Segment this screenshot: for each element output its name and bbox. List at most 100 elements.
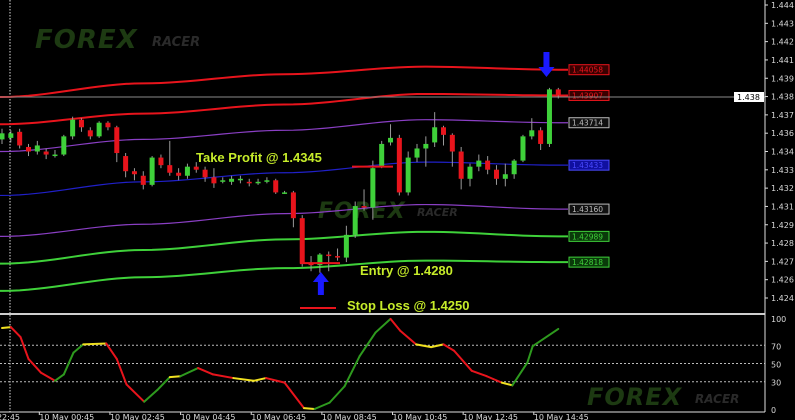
candle [299,215,305,267]
oscillator-segment [156,376,171,391]
candle [193,162,199,173]
candle-body [273,180,279,193]
candle [405,151,411,196]
time-tick-label: 10 May 00:45 [39,413,94,420]
oscillator-segment [1,326,12,330]
band-price-tag [568,89,610,101]
candle-body [140,175,146,185]
oscillator-segment [72,343,85,354]
candle [282,190,288,194]
oscillator-segment [328,385,346,404]
oscillator-segment [283,381,305,410]
oscillator-segment [358,331,377,358]
candle-body [396,137,402,193]
candle [17,128,23,149]
candle [8,130,14,143]
candle-body [78,119,84,128]
candle-body [255,181,261,184]
candle [61,134,67,157]
forexracer-logo: FOREX [587,383,683,411]
price-tick-label: 1.432 [771,184,794,193]
candle-body [343,234,349,258]
price-tick-label: 1.433 [771,166,794,175]
candle-body [87,130,93,137]
candle-body [264,180,270,182]
price-tick-label: 1.426 [771,276,794,285]
band-line-5 [0,230,568,265]
band-price-tag [568,117,610,129]
candle-body [114,127,120,154]
candle [555,87,561,99]
time-tick-label: 10 May 12:45 [463,413,518,420]
candle [255,178,261,185]
oscillator-segment [430,343,445,349]
candle [184,163,190,179]
band-line-3 [0,161,568,197]
candle-body [8,133,14,138]
price-tick-label: 1.438 [771,93,794,102]
candle-body [290,192,296,219]
oscillator-segment [82,342,108,346]
band-line-1 [0,92,568,126]
candle [396,134,402,196]
candle-body [441,127,446,135]
oscillator-segment [179,367,200,378]
entry-label: Entry @ 1.4280 [360,263,453,278]
band-line-6 [0,259,568,292]
oscillator-segment [485,375,503,384]
candle-body [149,157,155,185]
candle-body [229,178,235,182]
price-tick-label: 1.444 [771,1,794,10]
candle [441,125,446,146]
candle [43,148,49,160]
oscillator-segment [232,377,255,382]
candle [131,168,137,181]
candle [176,168,182,181]
candle-body [220,180,226,182]
price-tick-label: 1.441 [771,56,794,65]
candle-body [158,157,164,166]
oscillator-segment [125,383,146,403]
candle [220,177,226,184]
candle [202,166,208,182]
candle-body [308,263,314,266]
candle [0,128,5,144]
candle-body [546,89,552,144]
candle-body [167,165,173,173]
oscillator-segment [53,373,65,382]
band-price-tag [568,256,610,268]
candle [167,140,173,176]
time-tick-label: 10 May 02:45 [110,413,165,420]
price-tick-label: 1.434 [771,148,794,157]
candle [70,116,76,140]
candle-body [246,181,252,184]
candle [114,125,120,163]
sell-arrow-icon [538,52,555,77]
candle [352,201,358,238]
candle-body [414,148,420,158]
candle [158,154,164,169]
candle [343,225,349,263]
candle-body [105,122,111,128]
band-price-label: 1.43433 [572,161,603,170]
oscillator-segment [62,351,75,376]
candle-body [458,151,464,179]
candle [538,127,544,150]
candle-body [326,254,332,257]
time-tick-label: 10 May 06:45 [251,413,306,420]
forexracer-logo: FOREX [35,25,139,55]
oscillator-segment [168,375,182,379]
candle-body [529,130,535,137]
candle-body [555,89,561,96]
price-tick-label: 1.443 [771,19,794,28]
candle-body [34,145,40,152]
candle [52,150,58,158]
time-tick-label: 10 May 08:45 [322,413,377,420]
candle [237,175,243,184]
candle-body [123,156,129,172]
candle-body [0,133,5,140]
candle-body [511,160,517,175]
candle-body [493,169,499,179]
band-price-label: 1.43714 [572,119,603,128]
